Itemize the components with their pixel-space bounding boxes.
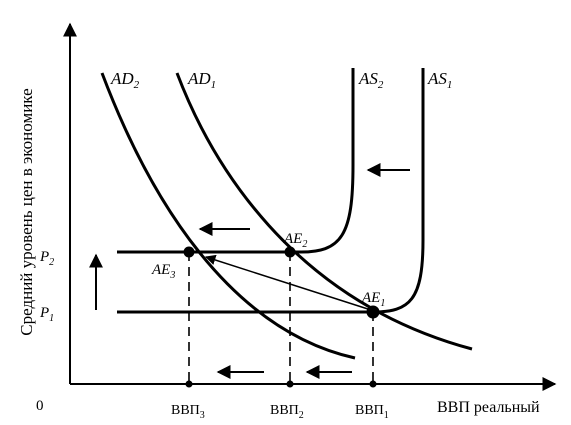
- as1-label: AS1: [427, 69, 452, 91]
- gdp1-label: ВВП1: [355, 403, 389, 421]
- ae3-label: AE3: [151, 262, 175, 281]
- equilibrium-point-ae1: [366, 305, 380, 319]
- as1-curve: [372, 68, 425, 314]
- y-axis-label: Средний уровень цен в экономике: [17, 88, 36, 335]
- gdp2-label: ВВП2: [270, 403, 304, 421]
- ad2-label: AD2: [110, 69, 140, 91]
- gdp3-tick: [185, 380, 193, 388]
- price-level-p1-label: P1: [39, 305, 54, 324]
- as2-label: AS2: [358, 69, 384, 91]
- x-axis-label: ВВП реальный: [437, 399, 540, 416]
- price-level-p2-label: P2: [39, 249, 54, 268]
- ad2-curve: [100, 72, 356, 360]
- ad1-curve: [175, 72, 473, 351]
- gdp3-label: ВВП3: [171, 403, 205, 421]
- gdp2-tick: [286, 380, 294, 388]
- equilibrium-point-ae2: [284, 246, 296, 258]
- gdp1-tick: [369, 380, 377, 388]
- as2-curve: [297, 68, 355, 254]
- origin-label: 0: [36, 398, 44, 414]
- ae1-label: AE1: [361, 290, 385, 309]
- ae2-label: AE2: [283, 231, 307, 250]
- equilibrium-point-ae3: [183, 246, 195, 258]
- shift-arrow-ae1-to-ae3: [205, 254, 372, 311]
- ad1-label: AD1: [187, 69, 216, 91]
